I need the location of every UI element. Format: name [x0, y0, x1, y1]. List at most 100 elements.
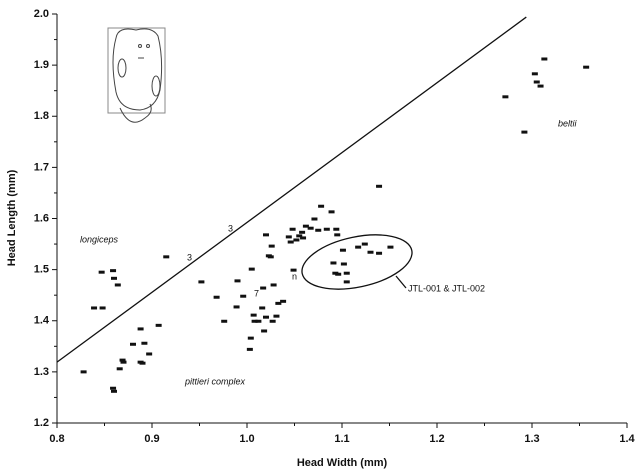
point	[300, 236, 307, 240]
cluster-highlight	[301, 234, 413, 290]
annotation: 3	[228, 223, 233, 233]
point	[502, 95, 509, 99]
point	[289, 227, 296, 231]
point	[280, 299, 287, 303]
point	[302, 224, 309, 228]
point	[311, 217, 318, 221]
point	[80, 370, 87, 374]
x-tick-label: 1.2	[429, 433, 444, 445]
point	[139, 361, 146, 365]
point	[155, 323, 162, 327]
point	[110, 386, 117, 390]
reference-line	[56, 16, 527, 363]
point	[343, 280, 350, 284]
point	[340, 262, 347, 266]
point	[335, 272, 342, 276]
annotation: pittieri complex	[184, 376, 246, 386]
point	[267, 255, 274, 259]
point	[268, 244, 275, 248]
point	[367, 250, 374, 254]
point	[537, 84, 544, 88]
point	[376, 184, 383, 188]
point	[531, 72, 538, 76]
x-tick-label: 0.8	[49, 433, 64, 445]
point	[251, 319, 258, 323]
point	[343, 271, 350, 275]
point	[248, 267, 255, 271]
point	[130, 342, 136, 346]
y-tick-label: 1.9	[34, 59, 49, 71]
point	[355, 245, 362, 249]
y-tick-label: 1.7	[34, 161, 49, 173]
point	[250, 313, 257, 317]
point	[233, 305, 240, 309]
point	[387, 245, 394, 249]
y-tick-label: 1.5	[34, 264, 49, 276]
point	[213, 295, 220, 299]
point	[290, 268, 297, 272]
x-tick-label: 1.0	[239, 433, 254, 445]
point	[246, 347, 253, 351]
y-tick-label: 1.6	[34, 212, 49, 224]
point	[273, 314, 280, 318]
annotation: n	[292, 271, 297, 281]
point	[275, 301, 282, 305]
point	[328, 210, 335, 214]
point	[110, 269, 117, 273]
point	[296, 234, 303, 238]
annotation: 3	[187, 252, 192, 262]
point	[330, 261, 337, 265]
y-axis-title: Head Length (mm)	[6, 169, 18, 266]
y-tick-label: 2.0	[34, 8, 49, 20]
point	[270, 283, 277, 287]
y-tick-label: 1.8	[34, 110, 49, 122]
point	[299, 230, 306, 234]
point	[255, 319, 262, 323]
y-tick-label: 1.3	[34, 366, 49, 378]
point	[315, 228, 322, 232]
annotation: 7	[254, 288, 259, 298]
point	[541, 57, 548, 61]
point	[119, 358, 126, 362]
y-tick-label: 1.4	[34, 315, 50, 327]
point	[146, 352, 153, 356]
point	[333, 227, 340, 231]
point	[99, 306, 106, 310]
point	[285, 235, 292, 239]
point	[263, 233, 269, 237]
point	[91, 306, 98, 310]
point	[141, 341, 148, 345]
point	[334, 233, 341, 237]
point	[260, 286, 267, 290]
point	[221, 319, 228, 323]
point	[307, 226, 314, 230]
point	[323, 227, 330, 231]
x-axis-title: Head Width (mm)	[297, 457, 388, 469]
annotation: longiceps	[80, 234, 119, 244]
point	[234, 279, 241, 283]
point	[114, 283, 121, 287]
x-tick-label: 0.9	[144, 433, 159, 445]
x-tick-label: 1.3	[524, 433, 539, 445]
point	[111, 389, 117, 393]
point	[261, 329, 268, 333]
y-tick-label: 1.2	[34, 417, 49, 429]
point	[293, 238, 300, 242]
point	[339, 248, 346, 252]
point	[240, 294, 247, 298]
point	[111, 276, 117, 280]
annotation: beltii	[558, 118, 578, 128]
point	[521, 130, 528, 134]
point	[287, 240, 294, 244]
point	[583, 65, 590, 69]
annotation: JTL-001 & JTL-002	[408, 283, 485, 293]
point	[269, 319, 276, 323]
point	[376, 251, 383, 255]
point	[137, 327, 144, 331]
point	[263, 315, 269, 319]
point	[533, 80, 540, 84]
point	[361, 242, 368, 246]
point	[247, 336, 254, 340]
x-tick-label: 1.4	[619, 433, 635, 445]
